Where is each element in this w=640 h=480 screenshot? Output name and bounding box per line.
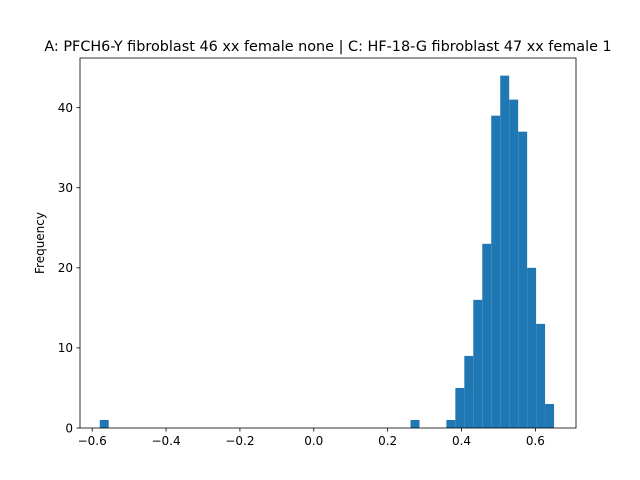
- histogram-bar: [518, 131, 528, 428]
- histogram-bar: [455, 387, 465, 428]
- histogram-bar: [527, 267, 537, 428]
- y-tick-label: 10: [58, 341, 73, 355]
- bars-group: [99, 75, 555, 428]
- x-tick-label: 0.6: [526, 434, 545, 448]
- y-tick-label: 30: [58, 181, 73, 195]
- x-tick-label: −0.6: [78, 434, 107, 448]
- histogram-bar: [482, 243, 492, 428]
- histogram-bar: [473, 299, 483, 428]
- x-tick-label: −0.4: [151, 434, 180, 448]
- x-tick-label: −0.2: [225, 434, 254, 448]
- chart-title: A: PFCH6-Y fibroblast 46 xx female none …: [44, 39, 611, 55]
- plot-frame: [79, 57, 577, 429]
- y-tick-label: 40: [58, 101, 73, 115]
- histogram-bar: [410, 419, 420, 428]
- y-axis: 0 10 20 30 40: [58, 101, 80, 435]
- x-tick-label: 0.4: [452, 434, 471, 448]
- y-tick-label: 0: [65, 421, 73, 435]
- histogram-bar: [464, 355, 474, 428]
- histogram-bar: [446, 419, 456, 428]
- histogram-bar: [491, 115, 501, 428]
- histogram-bar: [545, 403, 555, 428]
- histogram-bar: [536, 323, 546, 428]
- histogram-bar: [99, 419, 109, 428]
- x-axis: −0.6 −0.4 −0.2 0.0 0.2 0.4 0.6: [78, 428, 545, 448]
- x-tick-label: 0.0: [304, 434, 323, 448]
- y-tick-label: 20: [58, 261, 73, 275]
- x-tick-label: 0.2: [378, 434, 397, 448]
- histogram-bar: [500, 75, 510, 428]
- histogram-bar: [509, 99, 519, 428]
- y-axis-label: Frequency: [33, 212, 47, 274]
